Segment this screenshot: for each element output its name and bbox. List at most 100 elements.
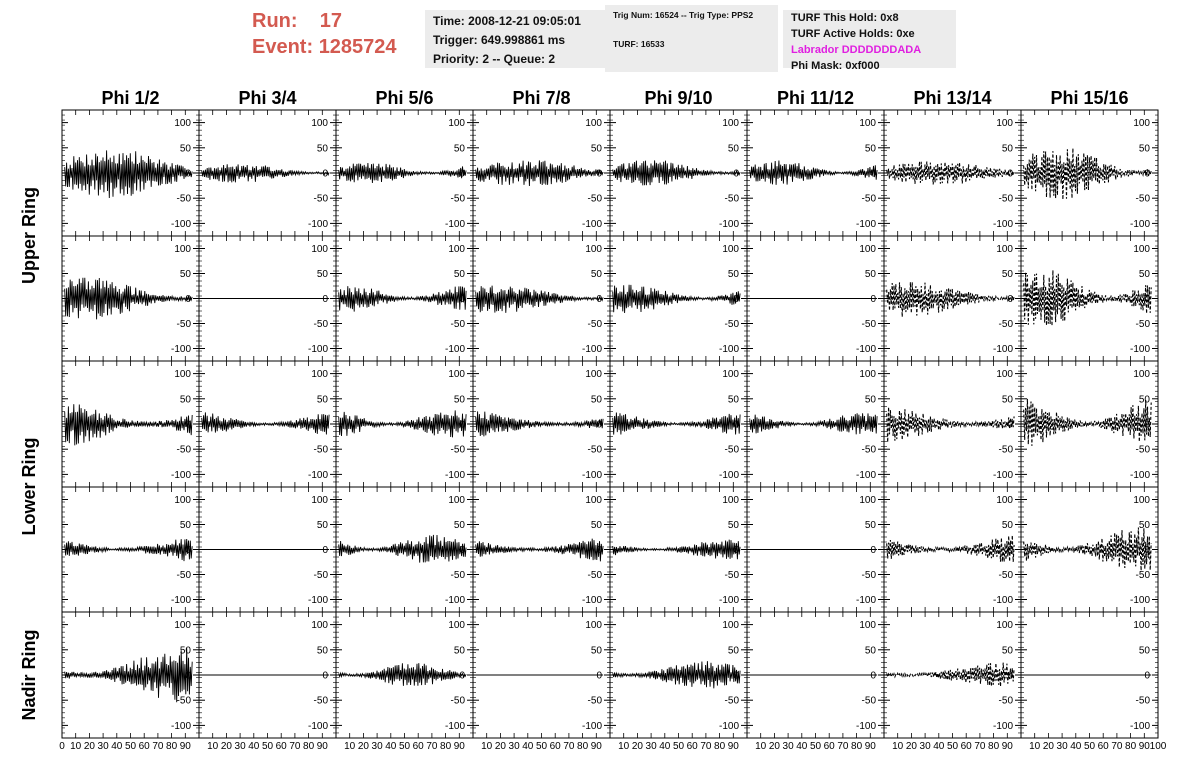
y-tick-label: 50 [317,520,329,531]
x-tick-label: 10 [892,741,904,752]
x-tick-label: 80 [303,741,315,752]
column-header: Phi 1/2 [101,88,159,108]
y-tick-label: 100 [859,620,876,631]
y-tick-label: -100 [856,344,876,355]
y-tick-label: 50 [454,269,466,280]
y-tick-label: -100 [1130,344,1150,355]
y-tick-label: 0 [596,420,602,431]
x-tick-label: 20 [769,741,781,752]
waveform-trace [338,286,467,312]
y-tick-label: 100 [448,495,465,506]
y-tick-label: 0 [322,169,328,180]
y-tick-label: -50 [999,696,1014,707]
y-tick-label: 50 [1002,269,1014,280]
x-tick-label: 10 [1029,741,1041,752]
y-tick-label: 50 [1139,645,1151,656]
x-tick-label: 60 [139,741,151,752]
y-tick-label: -50 [177,194,192,205]
trigger-info-box: Trig Num: 16524 -- Trig Type: PPS2 TURF:… [605,5,778,72]
y-tick-label: -100 [445,721,465,732]
y-tick-label: 50 [180,269,192,280]
run-event-block: Run: 17 Event: 1285724 [252,8,397,60]
y-tick-label: -50 [588,445,603,456]
y-tick-label: -50 [314,194,329,205]
waveform-trace [64,404,193,446]
y-tick-label: 0 [459,294,465,305]
y-tick-label: -100 [719,219,739,230]
y-tick-label: 50 [591,394,603,405]
y-tick-label: -100 [445,219,465,230]
y-tick-label: 50 [180,645,192,656]
labrador-line: Labrador DDDDDDDADA [791,44,922,56]
y-tick-label: 100 [722,244,739,255]
x-tick-label: 20 [221,741,233,752]
y-tick-label: 100 [174,244,191,255]
y-tick-label: -50 [451,445,466,456]
y-tick-label: -50 [588,570,603,581]
y-tick-label: -100 [1130,721,1150,732]
x-tick-label: 60 [961,741,973,752]
y-tick-label: -50 [725,194,740,205]
y-tick-label: -100 [856,219,876,230]
y-tick-label: 50 [180,520,192,531]
waveform-trace [201,412,330,435]
x-tick-label: 90 [1139,741,1151,752]
y-tick-label: -100 [1130,470,1150,481]
column-header: Phi 5/6 [375,88,433,108]
waveform-trace [64,647,193,703]
x-tick-label: 80 [988,741,1000,752]
y-tick-label: 0 [596,294,602,305]
y-tick-label: 0 [1144,169,1150,180]
x-tick-label: 20 [632,741,644,752]
y-tick-label: -100 [719,721,739,732]
y-tick-label: -100 [856,721,876,732]
y-tick-label: 50 [317,143,329,154]
y-tick-label: 50 [454,143,466,154]
waveform-trace [612,284,741,314]
y-tick-label: -50 [314,570,329,581]
y-tick-label: -50 [177,445,192,456]
x-tick-label: 10 [755,741,767,752]
y-tick-label: 100 [448,244,465,255]
x-tick-label: 20 [358,741,370,752]
run-label: Run: 17 [252,10,343,32]
x-tick-label: 70 [700,741,712,752]
y-tick-label: -50 [451,319,466,330]
y-tick-label: -100 [445,470,465,481]
column-header: Phi 7/8 [512,88,570,108]
x-tick-label: 10 [344,741,356,752]
waveform-trace [1023,270,1152,326]
event-label: Event: 1285724 [252,36,397,58]
y-tick-label: 100 [1133,118,1150,129]
y-tick-label: -100 [171,219,191,230]
x-tick-label: 30 [920,741,932,752]
x-tick-label: 90 [454,741,466,752]
y-tick-label: 100 [311,620,328,631]
y-tick-label: 0 [459,671,465,682]
waveform-trace [338,663,467,686]
y-tick-label: -100 [582,470,602,481]
y-tick-label: -50 [999,194,1014,205]
x-tick-label: 90 [180,741,192,752]
y-tick-label: -50 [1136,696,1151,707]
waveform-trace [201,164,330,183]
y-tick-label: 100 [585,244,602,255]
y-tick-label: -100 [308,595,328,606]
y-tick-label: -50 [177,570,192,581]
y-tick-label: 100 [311,244,328,255]
column-header: Phi 11/12 [777,88,854,108]
y-tick-label: 0 [1144,294,1150,305]
y-tick-label: 50 [728,143,740,154]
y-tick-label: 50 [728,394,740,405]
waveform-trace [749,413,878,435]
y-tick-label: 0 [733,169,739,180]
y-tick-label: -50 [725,319,740,330]
waveform-trace [1023,527,1152,571]
y-tick-label: -50 [725,696,740,707]
y-tick-label: 0 [596,169,602,180]
y-tick-label: -100 [856,595,876,606]
x-tick-label: 70 [563,741,575,752]
y-tick-label: -50 [862,445,877,456]
y-tick-label: -100 [171,470,191,481]
x-tick-label: 70 [974,741,986,752]
